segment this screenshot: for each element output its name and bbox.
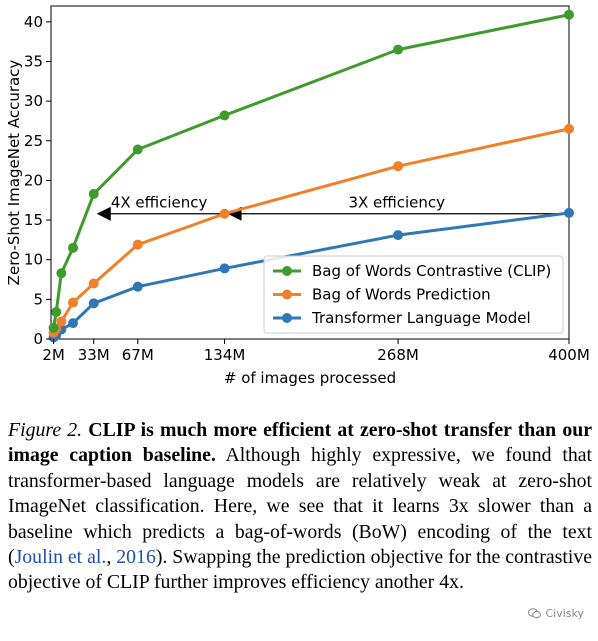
data-point: [68, 318, 79, 329]
data-point: [51, 307, 62, 318]
citation-link[interactable]: Joulin et al.: [14, 546, 107, 569]
y-tick-label: 40: [24, 13, 43, 31]
x-tick-label: 2M: [42, 346, 65, 364]
x-tick-label: 268M: [377, 346, 419, 364]
citation-separator: ,: [106, 546, 117, 569]
data-point: [393, 230, 404, 241]
data-point: [132, 281, 143, 292]
caption-body-end: ). Swapping the prediction objective for…: [8, 546, 593, 594]
data-point: [56, 316, 67, 327]
figure-caption: Figure 2. CLIP is much more efficient at…: [8, 418, 592, 596]
data-point: [56, 268, 67, 279]
y-tick-label: 15: [24, 211, 43, 229]
y-tick-label: 30: [24, 92, 43, 110]
caption-body: Although highly expressive, we found tha…: [8, 444, 592, 569]
y-tick-label: 25: [24, 132, 43, 150]
x-axis-label: # of images processed: [224, 369, 396, 387]
annotation-label: 3X efficiency: [348, 194, 445, 212]
figure-label: Figure 2.: [8, 419, 83, 441]
watermark: Civisky: [528, 607, 584, 620]
wechat-icon: [528, 608, 542, 619]
data-point: [68, 242, 79, 253]
legend-label: Transformer Language Model: [311, 309, 531, 327]
tick-labels: 0 5 10 15 20 25 30 35 40 2M 33M 67M 134M 268M 400M: [24, 13, 590, 364]
data-point: [88, 188, 99, 199]
data-point: [393, 161, 404, 172]
legend-label: Bag of Words Prediction: [312, 286, 491, 304]
data-point: [88, 298, 99, 309]
data-point: [132, 144, 143, 155]
y-tick-label: 5: [33, 290, 43, 308]
watermark-text: Civisky: [545, 607, 584, 620]
data-point: [564, 123, 574, 134]
data-point: [219, 208, 230, 219]
efficiency-annotations: 4X efficiency 3X efficiency: [96, 194, 569, 221]
data-point: [132, 239, 143, 250]
plot-frame: [50, 5, 570, 340]
caption-bold-title: CLIP is much more efficient at zero-shot…: [8, 419, 593, 467]
y-tick-label: 35: [24, 53, 43, 71]
data-point: [48, 322, 59, 333]
data-point: [564, 9, 574, 20]
series-layer: [48, 9, 574, 343]
annotation-arrow-head: [96, 206, 111, 221]
legend-box: [263, 255, 564, 334]
data-point: [88, 278, 99, 289]
x-tick-label: 400M: [548, 346, 590, 364]
axes-frame: [50, 5, 570, 340]
series-group: [48, 9, 574, 333]
citation-year-link[interactable]: 2016: [116, 546, 156, 569]
y-axis-label: Zero-Shot ImageNet Accuracy: [5, 60, 23, 286]
annotation-label: 4X efficiency: [111, 194, 208, 212]
legend: Bag of Words Contrastive (CLIP) Bag of Wo…: [263, 255, 564, 334]
data-point: [219, 110, 230, 121]
x-tick-label: 134M: [204, 346, 246, 364]
x-tick-label: 33M: [78, 346, 110, 364]
chart: 4X efficiency 3X efficiency 0 5 10 15 20 25 30 3…: [5, 5, 590, 387]
legend-label: Bag of Words Contrastive (CLIP): [312, 262, 551, 280]
x-tick-label: 67M: [122, 346, 154, 364]
data-point: [219, 263, 230, 274]
y-tick-label: 10: [24, 251, 43, 269]
legend-swatch-marker: [282, 313, 292, 323]
legend-swatch-marker: [282, 289, 292, 300]
data-point: [68, 297, 79, 308]
legend-swatch-marker: [282, 266, 292, 276]
y-tick-label: 20: [24, 171, 43, 189]
y-tick-label: 0: [33, 330, 43, 348]
data-point: [564, 207, 574, 218]
data-point: [393, 44, 404, 55]
